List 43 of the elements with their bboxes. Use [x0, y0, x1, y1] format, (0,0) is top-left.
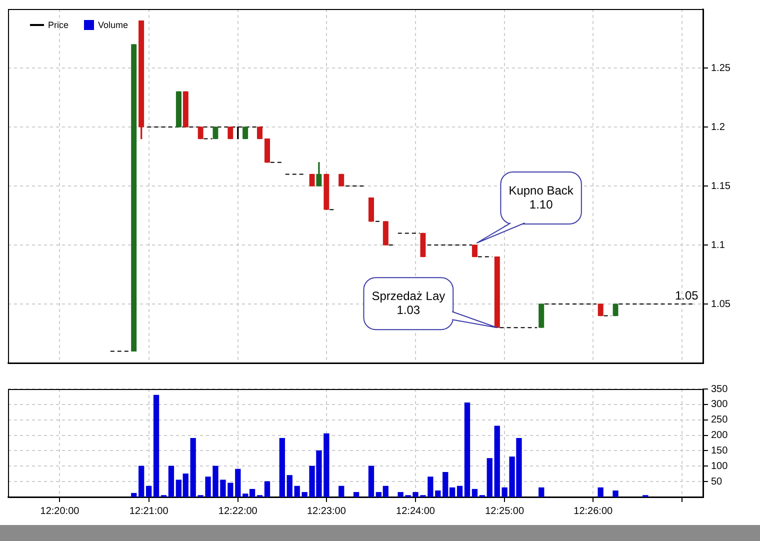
x-tick-label: 12:26:00 — [574, 506, 614, 517]
x-tick-label: 12:21:00 — [129, 506, 169, 517]
bar — [598, 487, 604, 497]
bar — [472, 488, 478, 497]
bar — [612, 490, 618, 497]
bar — [538, 487, 544, 497]
y-tick-label: 300 — [711, 399, 728, 410]
bar — [168, 466, 174, 497]
y-tick-label: 1.2 — [711, 122, 726, 133]
bar — [131, 492, 137, 497]
bar — [464, 402, 470, 497]
y-tick-label: 50 — [711, 476, 723, 488]
legend-label: Price — [48, 20, 69, 30]
x-tick-label: 12:20:00 — [40, 506, 80, 517]
x-tick-label: 12:22:00 — [218, 506, 258, 517]
y-tick-label: 100 — [711, 460, 728, 472]
y-tick-label: 1.25 — [711, 62, 731, 74]
bar — [456, 486, 463, 497]
bar — [146, 486, 152, 497]
bar — [279, 438, 285, 497]
y-tick-label: 1.05 — [711, 298, 731, 310]
legend-label: Volume — [98, 20, 128, 30]
annotation: 1.05 — [674, 288, 699, 302]
y-tick-label: 350 — [711, 384, 728, 395]
bar — [153, 394, 160, 497]
bar — [264, 481, 270, 497]
bar — [138, 466, 144, 497]
bar — [353, 492, 360, 497]
annotation: Kupno Back 1.10 — [508, 183, 574, 212]
x-tick-label: 12:23:00 — [306, 506, 346, 517]
y-tick-label: 200 — [711, 430, 728, 442]
bar — [286, 475, 292, 497]
annotation: Sprzedaż Lay 1.03 — [372, 288, 446, 317]
bar — [368, 466, 374, 497]
bar — [338, 486, 344, 497]
x-tick-label: 12:24:00 — [396, 506, 436, 517]
y-tick-label: 250 — [711, 414, 728, 426]
y-tick-label: 1.1 — [711, 240, 726, 251]
y-tick-label: 150 — [711, 445, 728, 456]
x-tick-label: 12:25:00 — [485, 506, 524, 517]
bar — [494, 426, 500, 497]
bar — [486, 458, 492, 497]
y-tick-label: 1.15 — [711, 180, 731, 192]
